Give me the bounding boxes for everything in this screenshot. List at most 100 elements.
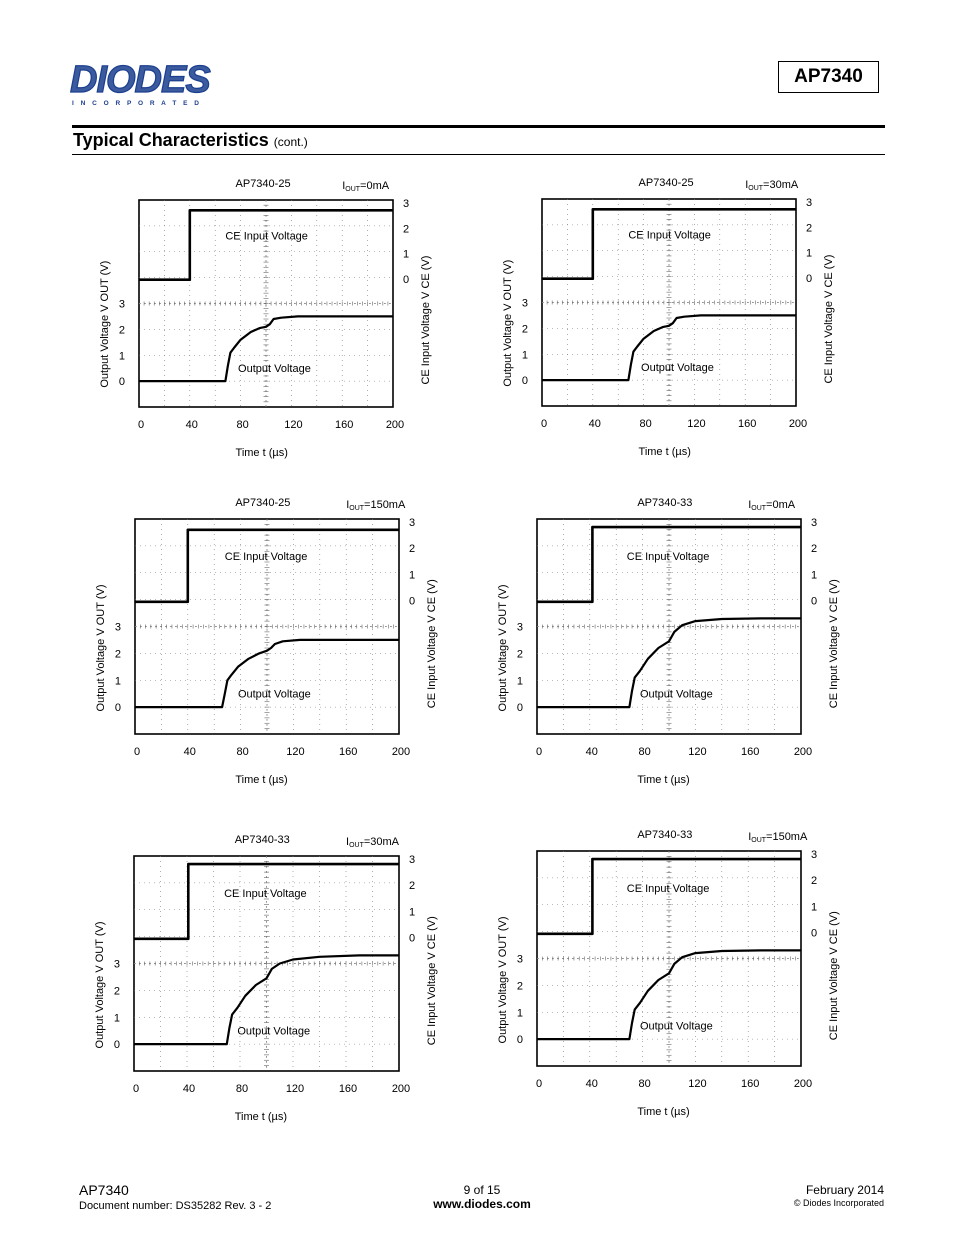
y-left-axis-label: Output Voltage V OUT (V): [497, 917, 509, 1044]
output-series-label: Output Voltage: [640, 1020, 713, 1032]
plot-frame: [138, 199, 394, 408]
y-right-tick-label: 3: [806, 197, 812, 209]
y-right-axis-label: CE Input Voltage V CE (V): [823, 255, 835, 384]
plot-frame: [536, 518, 802, 735]
y-left-tick-label: 3: [115, 622, 121, 634]
y-right-axis-label: CE Input Voltage V CE (V): [426, 916, 438, 1045]
y-right-axis-label: CE Input Voltage V CE (V): [420, 256, 432, 385]
y-right-tick-label: 2: [806, 222, 812, 234]
x-tick-label: 0: [133, 1083, 139, 1095]
x-axis-label: Time t (µs): [637, 1106, 689, 1118]
footer-website-link[interactable]: www.diodes.com: [433, 1197, 531, 1211]
y-left-axis-label: Output Voltage V OUT (V): [502, 260, 514, 387]
output-series-label: Output Voltage: [237, 1025, 310, 1037]
x-axis-label: Time t (µs): [639, 446, 691, 458]
y-right-tick-label: 0: [409, 933, 415, 945]
y-right-tick-label: 0: [811, 928, 817, 940]
section-title-text: Typical Characteristics: [73, 130, 269, 150]
chart-title: AP7340-33: [637, 497, 692, 509]
y-left-tick-label: 2: [115, 648, 121, 660]
y-left-tick-label: 0: [114, 1039, 120, 1051]
ce-input-voltage-line: [134, 862, 399, 941]
x-tick-label: 120: [284, 419, 302, 431]
output-voltage-line: [542, 314, 796, 382]
ce-series-label: CE Input Voltage: [627, 883, 710, 895]
x-tick-label: 40: [186, 419, 198, 431]
x-tick-label: 40: [184, 746, 196, 758]
x-tick-label: 160: [339, 1083, 357, 1095]
chart-condition: IOUT=30mA: [745, 179, 799, 192]
x-tick-label: 0: [536, 746, 542, 758]
x-tick-label: 0: [541, 418, 547, 430]
x-tick-label: 160: [741, 746, 759, 758]
x-axis-label: Time t (µs): [235, 1111, 287, 1123]
y-left-tick-label: 2: [517, 980, 523, 992]
section-title: Typical Characteristics (cont.): [73, 130, 308, 151]
y-left-tick-label: 1: [114, 1012, 120, 1024]
y-left-tick-label: 2: [119, 324, 125, 336]
chart-condition: IOUT=150mA: [748, 831, 808, 844]
plot-frame: [536, 850, 802, 1067]
x-tick-label: 120: [688, 746, 706, 758]
y-right-axis-label: CE Input Voltage V CE (V): [426, 579, 438, 708]
ce-input-voltage-line: [537, 857, 801, 936]
output-series-label: Output Voltage: [238, 688, 311, 700]
x-tick-label: 200: [794, 1078, 812, 1090]
y-left-tick-label: 3: [114, 959, 120, 971]
x-tick-label: 200: [789, 418, 807, 430]
x-tick-label: 160: [741, 1078, 759, 1090]
y-right-tick-label: 2: [403, 223, 409, 235]
y-left-tick-label: 0: [115, 702, 121, 714]
x-tick-label: 200: [392, 1083, 410, 1095]
footer-part-number: AP7340: [79, 1182, 129, 1198]
ce-input-voltage-line: [537, 525, 801, 604]
x-tick-label: 160: [738, 418, 756, 430]
y-right-axis-label: CE Input Voltage V CE (V): [828, 911, 840, 1040]
y-left-tick-label: 0: [119, 376, 125, 388]
logo-text-fill: DIODES: [70, 60, 210, 101]
y-right-tick-label: 3: [811, 849, 817, 861]
chart-condition: IOUT=30mA: [346, 836, 400, 849]
x-tick-label: 200: [392, 746, 410, 758]
chart-condition: IOUT=0mA: [748, 499, 796, 512]
plot-frame: [541, 198, 797, 407]
ce-input-voltage-line: [542, 208, 796, 280]
y-left-tick-label: 3: [119, 299, 125, 311]
y-right-tick-label: 2: [409, 543, 415, 555]
y-left-tick-label: 1: [119, 350, 125, 362]
y-left-tick-label: 3: [517, 622, 523, 634]
output-voltage-line: [537, 949, 801, 1041]
y-left-tick-label: 3: [522, 298, 528, 310]
chart-title: AP7340-25: [639, 177, 694, 189]
y-right-tick-label: 1: [403, 249, 409, 261]
ce-input-voltage-line: [135, 528, 399, 604]
y-right-tick-label: 1: [409, 569, 415, 581]
y-left-tick-label: 0: [517, 702, 523, 714]
y-left-tick-label: 1: [517, 1007, 523, 1019]
y-right-tick-label: 1: [811, 901, 817, 913]
y-left-tick-label: 1: [115, 675, 121, 687]
chart-title: AP7340-33: [235, 834, 290, 846]
chart-condition: IOUT=150mA: [346, 499, 406, 512]
x-tick-label: 0: [134, 746, 140, 758]
x-tick-label: 80: [638, 1078, 650, 1090]
ce-input-voltage-line: [139, 209, 393, 281]
footer-copyright: © Diodes Incorporated: [793, 1198, 884, 1208]
header-rule-bottom: [72, 154, 885, 155]
plot-frame: [133, 855, 400, 1072]
y-left-tick-label: 1: [522, 349, 528, 361]
x-tick-label: 120: [687, 418, 705, 430]
y-left-axis-label: Output Voltage V OUT (V): [94, 922, 106, 1049]
y-right-tick-label: 3: [403, 198, 409, 210]
y-right-tick-label: 0: [409, 596, 415, 608]
x-axis-label: Time t (µs): [235, 774, 287, 786]
y-left-axis-label: Output Voltage V OUT (V): [99, 261, 111, 388]
footer-date: February 2014: [805, 1183, 884, 1197]
y-left-tick-label: 3: [517, 954, 523, 966]
x-tick-label: 40: [589, 418, 601, 430]
output-voltage-line: [134, 954, 399, 1046]
ce-series-label: CE Input Voltage: [627, 551, 710, 563]
part-number: AP7340: [794, 66, 863, 87]
